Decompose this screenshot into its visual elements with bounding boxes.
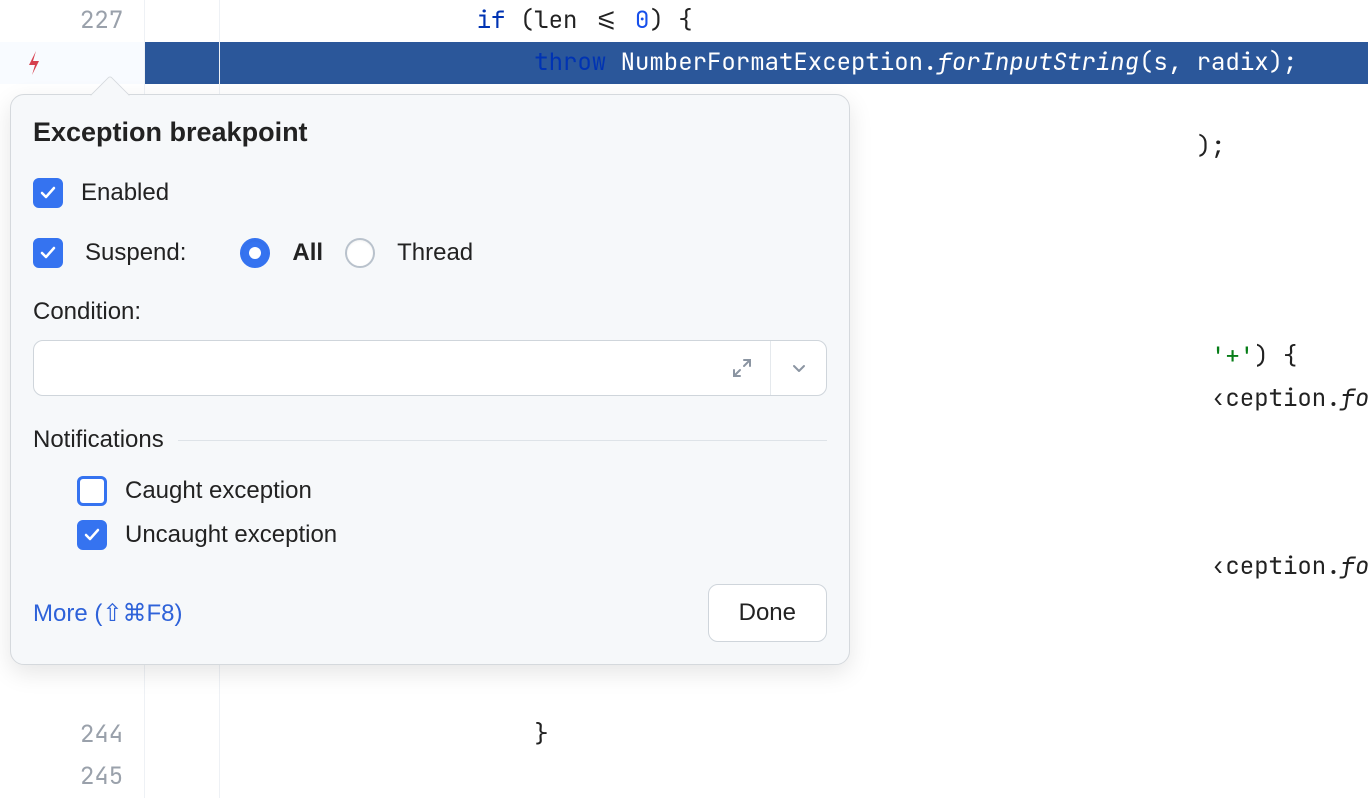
gutter-marker-2 [220, 672, 275, 714]
code-text[interactable]: if (len <= 0) { [275, 0, 1368, 42]
code-line[interactable]: 244 } [0, 714, 1368, 756]
popup-footer: More (⇧⌘F8) Done [33, 584, 827, 642]
suspend-radio-all-label: All [292, 239, 323, 267]
suspend-row: Suspend: All Thread [33, 238, 827, 268]
gutter-marker [145, 672, 220, 714]
enabled-checkbox[interactable] [33, 178, 63, 208]
code-line[interactable]: throw NumberFormatException.forInputStri… [0, 42, 1368, 84]
gutter-marker-2 [220, 714, 275, 756]
line-number [65, 672, 145, 714]
caught-exception-checkbox[interactable] [77, 476, 107, 506]
expand-icon [731, 357, 753, 379]
condition-label: Condition: [33, 298, 827, 326]
notifications-title: Notifications [33, 426, 164, 454]
suspend-checkbox[interactable] [33, 238, 63, 268]
suspend-radio-thread[interactable] [345, 238, 375, 268]
notifications-divider [178, 440, 827, 441]
caught-exception-label: Caught exception [125, 477, 312, 505]
line-number: 245 [65, 756, 145, 798]
caught-exception-row: Caught exception [33, 476, 827, 506]
code-text[interactable] [275, 756, 1368, 798]
gutter[interactable] [0, 714, 65, 756]
check-icon [39, 244, 57, 262]
gutter-marker-2 [220, 0, 275, 42]
uncaught-exception-row: Uncaught exception [33, 520, 827, 550]
gutter[interactable] [0, 672, 65, 714]
gutter-marker-2 [220, 42, 275, 84]
line-number: 227 [65, 0, 145, 42]
condition-history-dropdown[interactable] [770, 341, 826, 395]
suspend-radio-thread-label: Thread [397, 239, 473, 267]
condition-input[interactable] [34, 341, 714, 395]
code-text[interactable]: } [275, 714, 1368, 756]
condition-input-wrap [33, 340, 827, 396]
gutter-marker [145, 0, 220, 42]
done-button[interactable]: Done [708, 584, 827, 642]
code-line[interactable]: 227 if (len <= 0) { [0, 0, 1368, 42]
gutter-marker [145, 714, 220, 756]
gutter-marker [145, 756, 220, 798]
uncaught-exception-checkbox[interactable] [77, 520, 107, 550]
gutter-marker-2 [220, 756, 275, 798]
gutter[interactable] [0, 0, 65, 42]
code-text[interactable]: throw NumberFormatException.forInputStri… [275, 42, 1368, 84]
line-number [65, 42, 145, 84]
check-icon [39, 184, 57, 202]
gutter[interactable] [0, 756, 65, 798]
exception-breakpoint-popup: Exception breakpoint Enabled Suspend: Al… [10, 94, 850, 665]
gutter-marker [145, 42, 220, 84]
suspend-label: Suspend: [85, 239, 186, 267]
suspend-radio-all[interactable] [240, 238, 270, 268]
check-icon [83, 526, 101, 544]
enabled-row: Enabled [33, 178, 827, 208]
more-link[interactable]: More (⇧⌘F8) [33, 599, 182, 628]
exception-breakpoint-icon[interactable] [19, 49, 47, 77]
expand-condition-button[interactable] [714, 341, 770, 395]
code-line[interactable] [0, 672, 1368, 714]
code-line[interactable]: 245 [0, 756, 1368, 798]
uncaught-exception-label: Uncaught exception [125, 521, 337, 549]
line-number: 244 [65, 714, 145, 756]
notifications-header: Notifications [33, 426, 827, 454]
popup-title: Exception breakpoint [33, 117, 827, 148]
gutter[interactable] [0, 42, 65, 84]
chevron-down-icon [789, 358, 809, 378]
enabled-label: Enabled [81, 179, 169, 207]
code-text[interactable] [275, 672, 1368, 714]
